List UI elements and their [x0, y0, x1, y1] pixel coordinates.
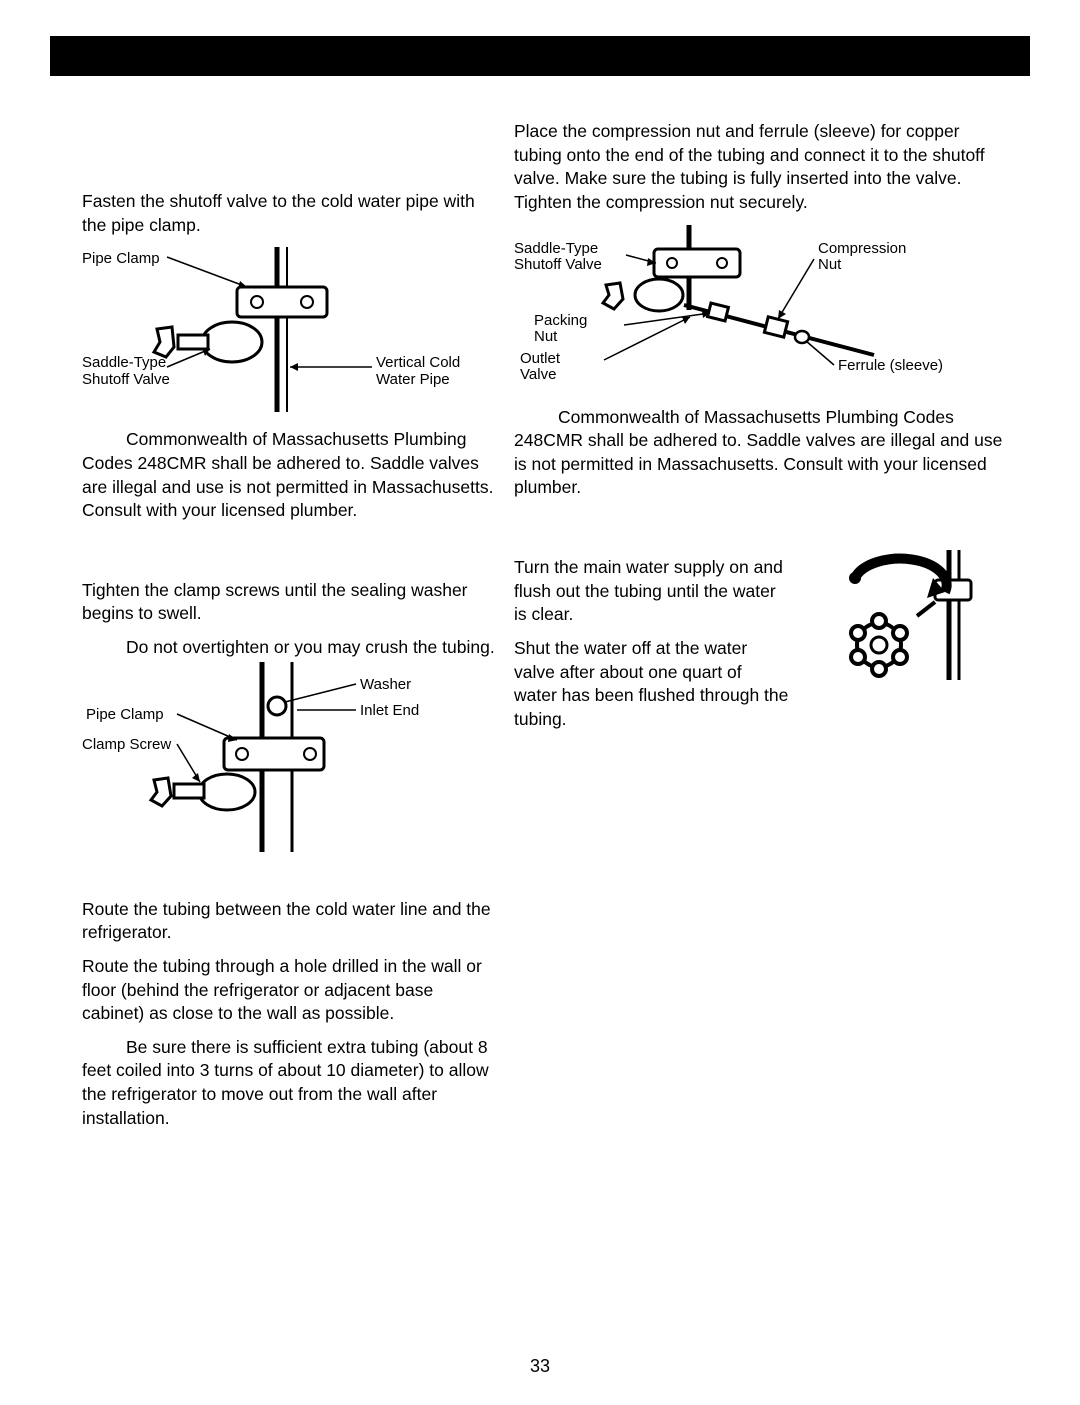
lbl-vertical-pipe-l2: Water Pipe	[376, 371, 450, 388]
step4-note: Commonwealth of Massachusetts Plumbing C…	[82, 428, 497, 523]
step5-diagram-svg	[82, 662, 497, 852]
lbl-saddle-valve: Saddle-Type Shutoff Valve	[82, 355, 170, 388]
lbl-vertical-pipe: Vertical Cold Water Pipe	[376, 355, 460, 388]
lbl-cn-l2: Nut	[818, 256, 841, 273]
step6-p2: Route the tubing through a hole drilled …	[82, 955, 497, 1026]
step8-block: Turn the main water supply on and flush …	[514, 556, 1009, 731]
lbl-sv2-l2: Shutoff Valve	[514, 256, 602, 273]
lbl-pipe-clamp: Pipe Clamp	[82, 250, 160, 267]
step5-figure: Washer Inlet End Pipe Clamp Clamp Screw	[82, 662, 497, 852]
lbl-packing-nut: Packing Nut	[534, 313, 587, 346]
step4-p1: Fasten the shutoff valve to the cold wat…	[82, 190, 497, 237]
step8-p2: Shut the water off at the water valve af…	[514, 637, 789, 732]
step7-note: Commonwealth of Massachusetts Plumbing C…	[514, 406, 1009, 501]
step7-figure: Saddle-Type Shutoff Valve Compression Nu…	[514, 225, 1009, 390]
lbl-saddle-valve2: Saddle-Type Shutoff Valve	[514, 241, 602, 274]
step5-p2: Do not overtighten or you may crush the …	[82, 636, 497, 660]
page-number: 33	[0, 1356, 1080, 1377]
right-column: Place the compression nut and ferrule (s…	[514, 120, 1009, 741]
step5-p1: Tighten the clamp screws until the seali…	[82, 579, 497, 626]
step6-note: Be sure there is sufficient extra tubing…	[82, 1036, 497, 1131]
step4-figure: Pipe Clamp Saddle-Type Shutoff Valve Ver…	[82, 247, 497, 412]
lbl-saddle-valve-l1: Saddle-Type	[82, 354, 166, 371]
step7-p1: Place the compression nut and ferrule (s…	[514, 120, 1009, 215]
lbl-saddle-valve-l2: Shutoff Valve	[82, 371, 170, 388]
lbl-vertical-pipe-l1: Vertical Cold	[376, 354, 460, 371]
lbl-sv2-l1: Saddle-Type	[514, 240, 598, 257]
lbl-ferrule: Ferrule (sleeve)	[838, 357, 943, 374]
step8-p1: Turn the main water supply on and flush …	[514, 556, 789, 627]
lbl-washer: Washer	[360, 676, 411, 693]
lbl-ov-l2: Valve	[520, 366, 556, 383]
lbl-outlet-valve: Outlet Valve	[520, 351, 560, 384]
lbl-ov-l1: Outlet	[520, 350, 560, 367]
lbl-pn-l1: Packing	[534, 312, 587, 329]
lbl-inlet-end: Inlet End	[360, 702, 419, 719]
lbl-clamp-screw: Clamp Screw	[82, 736, 171, 753]
step6-p1: Route the tubing between the cold water …	[82, 898, 497, 945]
lbl-pn-l2: Nut	[534, 328, 557, 345]
lbl-comp-nut: Compression Nut	[818, 241, 906, 274]
header-black-bar	[50, 36, 1030, 76]
left-column: Fasten the shutoff valve to the cold wat…	[82, 190, 497, 1140]
lbl-pipe-clamp2: Pipe Clamp	[86, 706, 164, 723]
lbl-cn-l1: Compression	[818, 240, 906, 257]
step8-diagram-svg	[839, 550, 989, 700]
